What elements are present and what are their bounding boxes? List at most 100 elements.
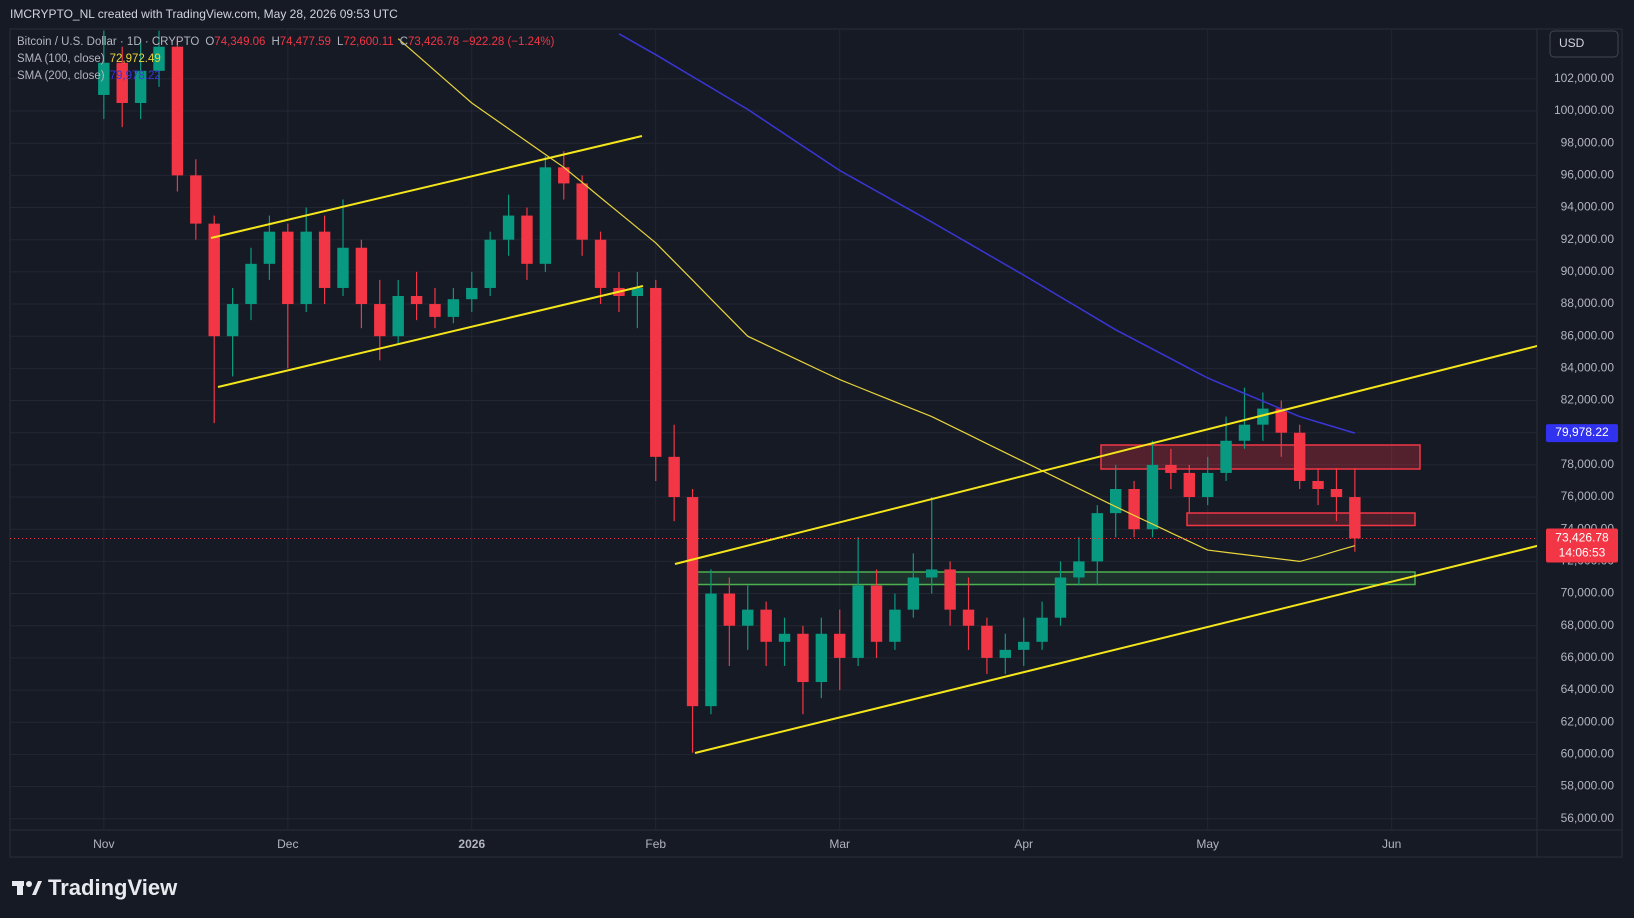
candle-body	[1073, 561, 1085, 578]
candle-body	[539, 167, 552, 264]
support-zone	[689, 571, 1416, 586]
legend-key: L	[336, 36, 344, 48]
candle-body	[134, 70, 147, 103]
x-tick-label: Jun	[1382, 837, 1401, 851]
legend-row: SMA (100, close) 72,972.49	[17, 51, 554, 68]
y-tick-label: 92,000.00	[1561, 232, 1615, 246]
candle-body	[889, 609, 901, 642]
candle-body	[1330, 489, 1343, 498]
y-tick-label: 86,000.00	[1561, 328, 1615, 342]
y-tick-label: 88,000.00	[1561, 296, 1615, 310]
x-tick-label: Mar	[829, 837, 850, 851]
candle-body	[1275, 408, 1287, 433]
legend-value: 74,477.59	[279, 36, 331, 48]
y-tick-label: 90,000.00	[1561, 264, 1615, 278]
grid	[10, 29, 1537, 830]
y-tick-label: 64,000.00	[1561, 682, 1615, 696]
candle-body	[1018, 641, 1030, 650]
candle-body	[1293, 432, 1306, 481]
x-tick-label: Feb	[645, 837, 666, 851]
legend-name: SMA (100, close)	[17, 53, 105, 65]
candle-body	[668, 456, 680, 498]
y-tick-label: 98,000.00	[1561, 135, 1615, 149]
currency-button[interactable]	[1549, 30, 1619, 58]
candle-body	[1054, 577, 1067, 618]
sma-line	[618, 33, 1356, 434]
y-tick-label: 94,000.00	[1561, 200, 1615, 214]
y-tick-label: 62,000.00	[1561, 714, 1615, 728]
header: IMCRYPTO_NL created with TradingView.com…	[10, 7, 398, 21]
last-price-label: 73,426.78	[1555, 531, 1609, 545]
y-tick-label: 60,000.00	[1561, 747, 1615, 761]
change: −922.28	[462, 36, 505, 48]
candle-body	[1036, 617, 1048, 642]
sma-price-label: 79,978.22	[1555, 425, 1609, 439]
y-tick-label: 56,000.00	[1561, 811, 1615, 825]
logo-icon	[12, 881, 42, 895]
y-tick-label: 102,000.00	[1554, 71, 1614, 85]
candle-body	[797, 633, 809, 683]
logo-text: TradingView	[48, 875, 178, 900]
countdown: 14:06:53	[1559, 546, 1606, 560]
y-tick-label: 82,000.00	[1561, 393, 1615, 407]
y-tick-label: 76,000.00	[1561, 489, 1615, 503]
currency[interactable]: USD	[1559, 36, 1585, 50]
candle-body	[392, 296, 404, 337]
candle-body	[742, 609, 754, 626]
y-tick-label: 84,000.00	[1561, 361, 1615, 375]
candle-body	[337, 247, 349, 288]
candle-body	[98, 62, 110, 95]
sma-price-tag	[1546, 424, 1618, 443]
candle-body	[226, 304, 239, 337]
candle-body	[576, 183, 588, 240]
candle-body	[981, 625, 993, 658]
axis: 56,000.00 58,000.00 60,000.00 62,000.00 64,0…	[93, 71, 1618, 851]
legend-indicators: SMA (100, close) 72,972.49 SMA (200, close…	[17, 51, 554, 85]
candle-body	[447, 299, 460, 317]
candle-body	[208, 223, 220, 337]
candle-body	[852, 585, 864, 658]
y-tick-label: 96,000.00	[1561, 168, 1615, 182]
candles	[98, 30, 1361, 753]
candle-body	[263, 231, 276, 264]
logo: TradingView	[12, 875, 177, 901]
y-tick-label: 78,000.00	[1561, 457, 1615, 471]
y-tick-label: 68,000.00	[1561, 618, 1615, 632]
candle-body	[907, 577, 920, 610]
legend-value: 79,978.22	[109, 70, 161, 82]
legend-row: Bitcoin / U.S. Dollar · 1D · CRYPTO O74,3…	[17, 34, 554, 51]
x-tick-label: Apr	[1014, 837, 1033, 851]
x-tick-label: Dec	[277, 837, 298, 851]
legend-value: 73,426.78	[407, 36, 460, 48]
legend-value: 74,349.06	[214, 36, 266, 48]
symbol: Bitcoin / U.S. Dollar · 1D · CRYPTO	[17, 36, 200, 48]
candle-body	[962, 609, 975, 626]
trend-line	[210, 135, 643, 239]
candle-body	[466, 287, 478, 300]
candle-body	[502, 215, 515, 240]
candle-body	[318, 231, 331, 288]
last-price-tag	[1546, 528, 1618, 563]
trend-line	[674, 344, 1537, 565]
ohlc: O74,349.06 H74,477.59 L72,600.11 C73,426.78	[199, 36, 459, 48]
sma-line	[397, 38, 1356, 563]
candle-body	[374, 304, 386, 337]
candle-body	[1091, 513, 1104, 562]
legend-value: 72,972.49	[109, 53, 161, 65]
candle-body	[1349, 497, 1361, 539]
candle-body	[1220, 440, 1232, 473]
candle-body	[705, 593, 717, 707]
candle-body	[484, 239, 496, 288]
candle-body	[760, 609, 772, 642]
candle-body	[594, 239, 607, 288]
candle-body	[723, 593, 736, 626]
resistance-zone	[1186, 512, 1416, 527]
x-tick-label: May	[1196, 837, 1219, 851]
candle-body	[190, 175, 202, 224]
candle-body	[815, 633, 828, 683]
candle-body	[778, 633, 791, 642]
candle-body	[1238, 424, 1251, 441]
y-tick-label: 58,000.00	[1561, 779, 1615, 793]
candle-body	[870, 585, 883, 642]
